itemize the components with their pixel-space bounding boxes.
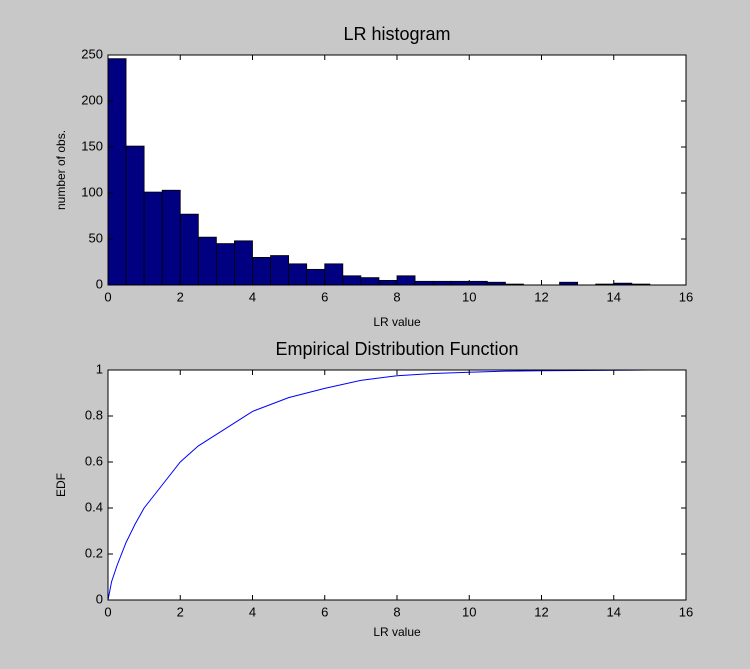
x-tick-label: 16 xyxy=(679,604,693,619)
bar xyxy=(468,280,488,286)
bar xyxy=(306,268,326,286)
y-axis-label: number of obs. xyxy=(54,130,68,210)
x-tick-label: 0 xyxy=(104,289,111,304)
x-tick-label: 8 xyxy=(393,289,400,304)
bar xyxy=(107,58,127,286)
x-tick-label: 12 xyxy=(534,289,548,304)
x-tick-label: 16 xyxy=(679,289,693,304)
x-tick-label: 8 xyxy=(393,604,400,619)
chart-title: Empirical Distribution Function xyxy=(275,339,518,359)
bar xyxy=(288,263,308,286)
y-tick-label: 50 xyxy=(89,230,103,245)
bar xyxy=(432,280,452,286)
axes-background xyxy=(108,370,686,600)
bar xyxy=(215,243,235,286)
y-tick-label: 0.4 xyxy=(85,499,103,514)
chart-title: LR histogram xyxy=(343,24,450,44)
bar xyxy=(161,189,181,286)
y-tick-label: 0.8 xyxy=(85,407,103,422)
bar xyxy=(252,256,271,286)
y-tick-label: 100 xyxy=(81,184,103,199)
y-axis-label: EDF xyxy=(54,473,68,497)
y-tick-label: 0.6 xyxy=(85,453,103,468)
bar xyxy=(270,255,290,286)
bar xyxy=(324,263,344,286)
x-tick-label: 10 xyxy=(462,289,476,304)
x-tick-label: 0 xyxy=(104,604,111,619)
x-tick-label: 10 xyxy=(462,604,476,619)
y-tick-label: 0 xyxy=(96,276,103,291)
bar xyxy=(125,145,145,286)
bar xyxy=(450,280,470,286)
bar xyxy=(378,279,398,286)
x-tick-label: 2 xyxy=(177,604,184,619)
x-tick-label: 2 xyxy=(177,289,184,304)
y-tick-label: 1 xyxy=(96,361,103,376)
y-tick-label: 0 xyxy=(96,591,103,606)
x-tick-label: 4 xyxy=(249,289,256,304)
edf-line xyxy=(107,369,650,601)
bar xyxy=(179,213,199,286)
x-tick-label: 14 xyxy=(607,289,621,304)
y-tick-label: 150 xyxy=(81,138,103,153)
bar xyxy=(143,191,163,286)
x-axis-label: LR value xyxy=(373,625,421,639)
bar xyxy=(396,275,416,286)
x-tick-label: 6 xyxy=(321,604,328,619)
x-tick-label: 14 xyxy=(607,604,621,619)
bar xyxy=(360,277,380,286)
bar xyxy=(414,280,434,286)
x-tick-label: 12 xyxy=(534,604,548,619)
y-tick-label: 0.2 xyxy=(85,545,103,560)
bar xyxy=(197,236,217,286)
bar xyxy=(234,240,253,286)
x-tick-label: 6 xyxy=(321,289,328,304)
y-tick-label: 250 xyxy=(81,46,103,61)
x-tick-label: 4 xyxy=(249,604,256,619)
y-tick-label: 200 xyxy=(81,92,103,107)
bar xyxy=(342,275,362,286)
x-axis-label: LR value xyxy=(373,315,421,329)
